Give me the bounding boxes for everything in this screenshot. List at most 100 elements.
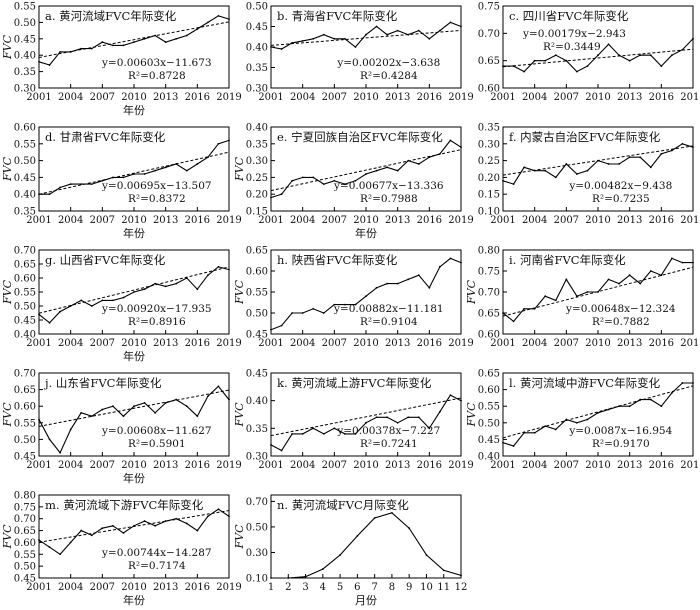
data-point bbox=[343, 183, 346, 186]
data-point bbox=[196, 529, 199, 532]
x-tick-label: 2019 bbox=[448, 460, 473, 471]
data-point bbox=[597, 291, 599, 293]
data-point bbox=[681, 142, 684, 145]
x-tick-label: 2001 bbox=[26, 460, 51, 471]
y-tick-label: 0.20 bbox=[478, 173, 500, 184]
trend-equation: y=0.00882x−11.181 bbox=[333, 303, 444, 315]
x-tick-label: 2010 bbox=[121, 215, 146, 226]
y-tick-label: 0.50 bbox=[14, 18, 36, 29]
x-tick-label: 2004 bbox=[522, 460, 547, 471]
y-tick-label: 0.70 bbox=[14, 514, 36, 525]
x-tick-label: 2013 bbox=[385, 460, 410, 471]
data-point bbox=[343, 37, 346, 40]
panel-title: c. 四川省FVC年际变化 bbox=[509, 9, 629, 23]
data-point bbox=[301, 432, 304, 435]
trend-line bbox=[502, 385, 694, 439]
data-point bbox=[586, 418, 589, 421]
data-point bbox=[354, 303, 357, 306]
data-point bbox=[280, 193, 283, 196]
data-point bbox=[154, 169, 157, 172]
data-point bbox=[111, 176, 114, 179]
x-tick-label: 2004 bbox=[58, 92, 83, 103]
x-tick-label: 2007 bbox=[554, 460, 579, 471]
data-point bbox=[304, 575, 307, 578]
x-tick-label: 2013 bbox=[153, 582, 178, 593]
trend-r2: R²=0.7882 bbox=[592, 316, 650, 328]
trend-r2: R²=0.7235 bbox=[592, 193, 650, 205]
x-tick-label: 2016 bbox=[417, 215, 442, 226]
y-tick-label: 0.45 bbox=[14, 173, 36, 184]
y-tick-label: 0.35 bbox=[246, 63, 268, 74]
y-tick-label: 0.60 bbox=[14, 123, 36, 134]
x-tick-label: 2001 bbox=[490, 338, 515, 349]
data-point bbox=[586, 65, 589, 68]
y-axis-label: FVC bbox=[233, 156, 246, 182]
y-tick-label: 0.70 bbox=[478, 29, 500, 40]
x-tick-label: 2001 bbox=[26, 338, 51, 349]
y-tick-label: 0.60 bbox=[14, 274, 36, 285]
data-point bbox=[280, 324, 283, 327]
data-point bbox=[185, 277, 188, 279]
data-point bbox=[523, 70, 526, 73]
x-tick-label: 2007 bbox=[322, 338, 347, 349]
data-point bbox=[523, 166, 526, 169]
data-point bbox=[417, 416, 420, 419]
x-tick-label: 2010 bbox=[353, 338, 378, 349]
data-point bbox=[618, 405, 621, 408]
data-point bbox=[670, 257, 673, 260]
data-point bbox=[586, 291, 589, 293]
y-tick-label: 0.40 bbox=[246, 43, 268, 54]
x-tick-label: 11 bbox=[437, 582, 450, 593]
x-tick-label: 3 bbox=[302, 582, 308, 593]
x-tick-label: 2010 bbox=[121, 460, 146, 471]
data-point bbox=[175, 37, 178, 40]
data-point bbox=[164, 41, 167, 43]
data-point bbox=[48, 193, 51, 196]
y-tick-label: 0.50 bbox=[478, 418, 500, 429]
data-point bbox=[586, 169, 589, 172]
data-point bbox=[321, 568, 324, 570]
panel-e: 0.15 0.20 0.25 0.30 0.35 0.40 2001 2004 2007 2010… bbox=[233, 123, 474, 241]
data-point bbox=[291, 312, 294, 314]
data-point bbox=[417, 274, 420, 277]
panel-title: l. 黄河流域中游FVC年际变化 bbox=[509, 376, 661, 390]
data-point bbox=[133, 41, 135, 43]
x-tick-label: 2013 bbox=[617, 338, 642, 349]
data-point bbox=[544, 295, 547, 298]
data-point bbox=[660, 274, 663, 277]
y-tick-label: 0.30 bbox=[14, 84, 36, 95]
data-point bbox=[287, 577, 290, 579]
data-point bbox=[333, 37, 336, 40]
y-tick-label: 0.50 bbox=[14, 302, 36, 313]
y-tick-label: 0.30 bbox=[246, 156, 268, 167]
data-point bbox=[460, 261, 462, 264]
x-tick-label: 12 bbox=[455, 582, 468, 593]
y-axis-label: FVC bbox=[1, 279, 14, 305]
data-point bbox=[339, 554, 341, 556]
data-point bbox=[333, 427, 336, 430]
plot-frame bbox=[270, 494, 462, 579]
y-tick-label: 0.80 bbox=[14, 491, 36, 502]
data-point bbox=[449, 139, 452, 142]
trend-r2: R²=0.9104 bbox=[360, 316, 418, 328]
x-tick-label: 2019 bbox=[448, 338, 473, 349]
y-tick-label: 0.55 bbox=[478, 402, 500, 413]
trend-equation: y=0.00179x−2.943 bbox=[522, 28, 626, 40]
data-point bbox=[228, 18, 230, 21]
y-tick-label: 0.50 bbox=[246, 522, 268, 533]
data-point bbox=[681, 261, 684, 264]
data-point bbox=[38, 539, 40, 541]
data-point bbox=[196, 288, 199, 291]
y-tick-label: 0.10 bbox=[246, 574, 268, 585]
x-tick-label: 2010 bbox=[585, 92, 610, 103]
y-tick-label: 0.15 bbox=[478, 190, 500, 201]
x-tick-label: 2019 bbox=[680, 215, 700, 226]
x-tick-label: 2016 bbox=[649, 92, 674, 103]
trend-line bbox=[270, 29, 462, 46]
x-tick-label: 2016 bbox=[649, 338, 674, 349]
y-tick-label: 0.65 bbox=[14, 385, 36, 396]
data-point bbox=[607, 408, 610, 411]
x-tick-label: 9 bbox=[406, 582, 412, 593]
x-axis-label: 年份 bbox=[123, 593, 145, 607]
data-point bbox=[386, 33, 389, 36]
